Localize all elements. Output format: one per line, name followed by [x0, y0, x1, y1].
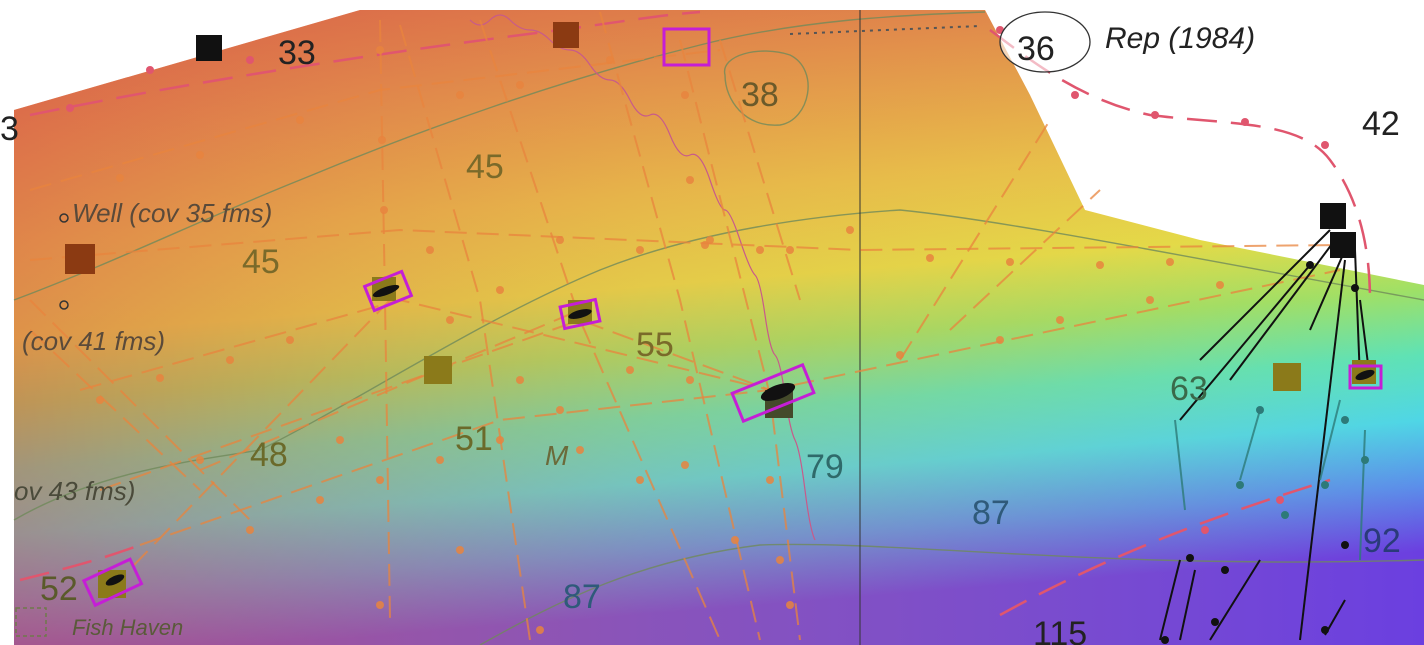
square-marker [1330, 232, 1356, 258]
wreck-shapes [105, 284, 1375, 586]
well-marker [59, 300, 69, 310]
square-marker [424, 356, 452, 384]
chart-annotations: Rep (1984) Well (cov 35 fms) (cov 41 fms… [14, 22, 1255, 640]
survey-nodes [96, 46, 1224, 634]
sounding-label: 79 [806, 448, 844, 486]
cov43-annotation: ov 43 fms) [14, 476, 135, 506]
sounding-label: 36 [1017, 30, 1055, 68]
well-annotation: Well (cov 35 fms) [72, 198, 272, 228]
sounding-label: 48 [250, 436, 288, 474]
highlight-box [1348, 364, 1383, 390]
sounding-label: 45 [466, 148, 504, 186]
fish-haven-symbol [15, 607, 47, 637]
dark-track-lines [1159, 229, 1371, 641]
square-marker [1273, 363, 1301, 391]
sounding-label: 42 [1362, 105, 1400, 143]
sounding-label: 55 [636, 326, 674, 364]
sounding-label: 38 [741, 76, 779, 114]
sounding-label: 87 [972, 494, 1010, 532]
sounding-label: 92 [1363, 522, 1401, 560]
sounding-label: 3 [0, 110, 19, 148]
fish-haven-annotation: Fish Haven [72, 615, 183, 640]
sounding-label: 51 [455, 420, 493, 458]
square-marker [196, 35, 222, 61]
detection-boxes [81, 27, 1383, 608]
sounding-label: 33 [278, 34, 316, 72]
highlight-box [362, 269, 414, 313]
rep-annotation: Rep (1984) [1105, 22, 1255, 55]
dark-track-nodes [1161, 261, 1359, 644]
deep-survey-nodes [1236, 406, 1369, 519]
highlight-box [558, 297, 602, 331]
highlight-box [730, 362, 816, 424]
depth-labels: 33 38 45 45 55 48 51 79 87 87 63 92 52 1… [0, 30, 1401, 645]
survey-squiggle-line [469, 14, 816, 541]
deep-survey-lines [1174, 399, 1366, 561]
sounding-label: 115 [1033, 615, 1087, 645]
square-marker [1320, 203, 1346, 229]
highlight-box [81, 557, 144, 608]
sounding-label: 45 [242, 243, 280, 281]
well-marker [59, 213, 69, 223]
sounding-label: 87 [563, 578, 601, 616]
square-marker [553, 22, 579, 48]
highlight-box [662, 27, 711, 67]
survey-lines [29, 11, 1341, 641]
sounding-36-ring [999, 11, 1091, 73]
track-lines [19, 10, 1372, 617]
m-annotation: M [545, 440, 569, 471]
square-marker [65, 244, 95, 274]
depth-contours [13, 11, 1424, 645]
sounding-label: 52 [40, 570, 78, 608]
track-line-dots [66, 26, 1329, 534]
cov41-annotation: (cov 41 fms) [22, 326, 165, 356]
sounding-label: 63 [1170, 370, 1208, 408]
